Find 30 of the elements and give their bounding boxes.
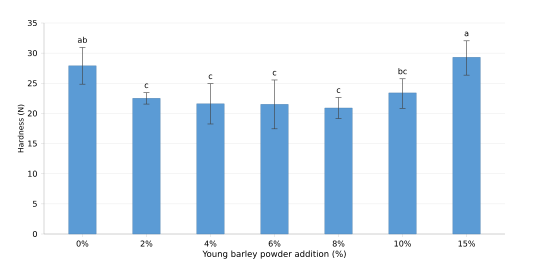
y-tick-label: 5 xyxy=(32,200,37,207)
y-tick-label: 0 xyxy=(32,230,37,238)
y-tick-label: 20 xyxy=(28,110,37,116)
y-tick-label: 35 xyxy=(28,20,37,26)
x-axis-title: Young barley powder addition (%) xyxy=(202,250,346,259)
bar xyxy=(196,104,224,234)
x-tick-label: 15% xyxy=(458,240,476,247)
x-tick-label: 6% xyxy=(268,240,280,247)
bar xyxy=(68,66,96,234)
y-tick-label: 10 xyxy=(28,170,37,177)
annotation: bc xyxy=(398,68,407,74)
annotation: c xyxy=(144,84,148,88)
x-tick-label: 8% xyxy=(332,240,344,247)
annotation: c xyxy=(272,70,276,76)
y-tick-label: 30 xyxy=(28,50,37,56)
annotation: ab xyxy=(78,36,87,43)
y-tick-label: 15 xyxy=(28,140,37,147)
x-tick-label: 0% xyxy=(76,240,88,247)
x-tick-label: 10% xyxy=(394,240,411,247)
annotation: a xyxy=(464,32,468,36)
annotation: c xyxy=(208,74,212,80)
bar xyxy=(132,98,160,234)
bar xyxy=(388,92,417,234)
y-tick-label: 25 xyxy=(28,80,37,86)
bar xyxy=(324,108,352,234)
x-tick-label: 4% xyxy=(204,240,216,247)
bar xyxy=(260,104,288,234)
x-tick-label: 2% xyxy=(140,240,152,247)
annotation: c xyxy=(336,88,340,93)
bar xyxy=(452,57,481,234)
